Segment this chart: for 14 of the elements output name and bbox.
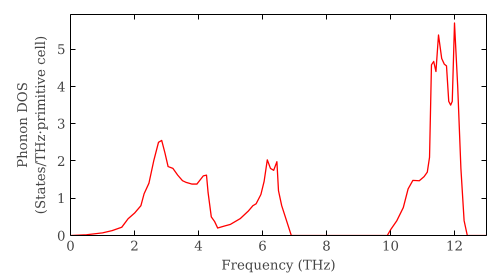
y-tick-label: 1 [57,192,66,208]
x-tick-label: 12 [446,240,463,254]
x-axis-title: Frequency (THz) [221,258,336,274]
x-tick-label: 4 [194,240,203,254]
y-tick-label: 4 [57,80,66,96]
y-tick-label: 5 [57,43,66,58]
x-tick-label: 6 [258,240,267,254]
y-tick-label: 3 [57,118,66,133]
y-axis-title: Phonon DOS (States/THz·primitive cell) [16,36,50,214]
y-tick-label: 2 [57,154,66,170]
y-tick-label: 0 [57,230,66,244]
x-tick-label: 10 [382,240,399,254]
x-tick-label: 2 [130,240,139,254]
x-tick-label: 8 [322,240,331,254]
